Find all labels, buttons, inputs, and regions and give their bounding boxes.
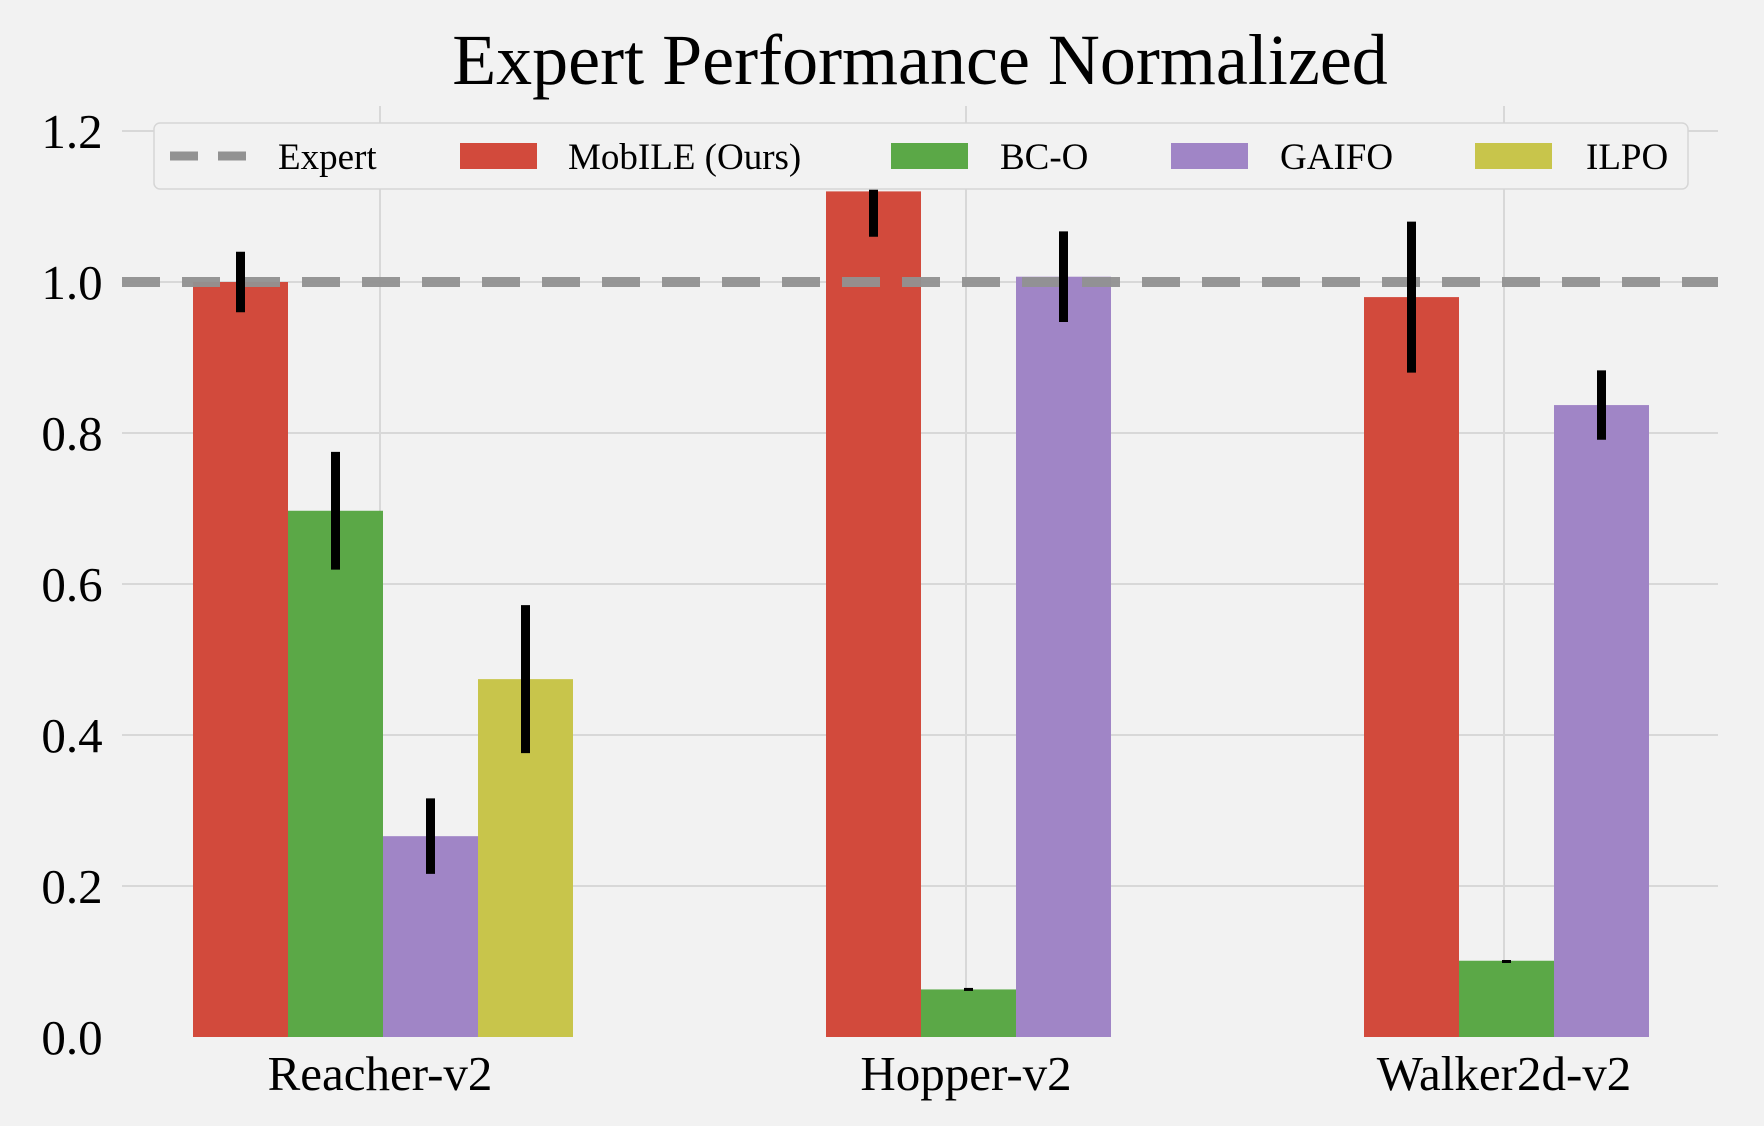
legend-label: ILPO <box>1586 137 1668 178</box>
x-tick-label: Hopper-v2 <box>860 1046 1071 1101</box>
y-tick-label: 1.0 <box>41 255 102 310</box>
legend-label: MobILE (Ours) <box>568 137 801 178</box>
bar-mobile-ours <box>1364 297 1459 1038</box>
y-tick-label: 1.2 <box>41 104 102 159</box>
bar-mobile-ours <box>826 191 921 1037</box>
y-tick-label: 0.6 <box>41 557 102 612</box>
bar-bc-o <box>288 510 383 1037</box>
y-tick-label: 0.8 <box>41 406 102 461</box>
bar-mobile-ours <box>193 282 288 1037</box>
legend: Expert MobILE (Ours) BC-O GAIFO ILPO <box>153 122 1689 190</box>
legend-label: Expert <box>278 137 377 178</box>
error-layer <box>236 146 1606 991</box>
x-tick-label: Reacher-v2 <box>268 1046 493 1101</box>
y-tick-label: 0.2 <box>41 859 102 914</box>
chart-title: Expert Performance Normalized <box>452 20 1388 100</box>
legend-swatch <box>891 143 968 169</box>
legend-swatch <box>1171 143 1248 169</box>
legend-label: BC-O <box>1000 137 1088 178</box>
bar-layer <box>193 191 1649 1038</box>
bar-bc-o <box>921 989 1016 1037</box>
axis-layer: 0.0 0.2 0.4 0.6 0.8 1.0 1.2 Reacher-v2 Hopper-v2… <box>41 104 1631 1101</box>
y-tick-label: 0.4 <box>41 708 102 763</box>
x-tick-label: Walker2d-v2 <box>1377 1046 1632 1101</box>
y-tick-label: 0.0 <box>41 1010 102 1065</box>
legend-swatch <box>460 143 537 169</box>
bar-bc-o <box>1459 960 1554 1037</box>
legend-label: GAIFO <box>1280 137 1393 178</box>
bar-gaifo <box>1016 276 1111 1038</box>
bar-gaifo <box>1554 405 1649 1037</box>
legend-swatch <box>1475 143 1552 169</box>
